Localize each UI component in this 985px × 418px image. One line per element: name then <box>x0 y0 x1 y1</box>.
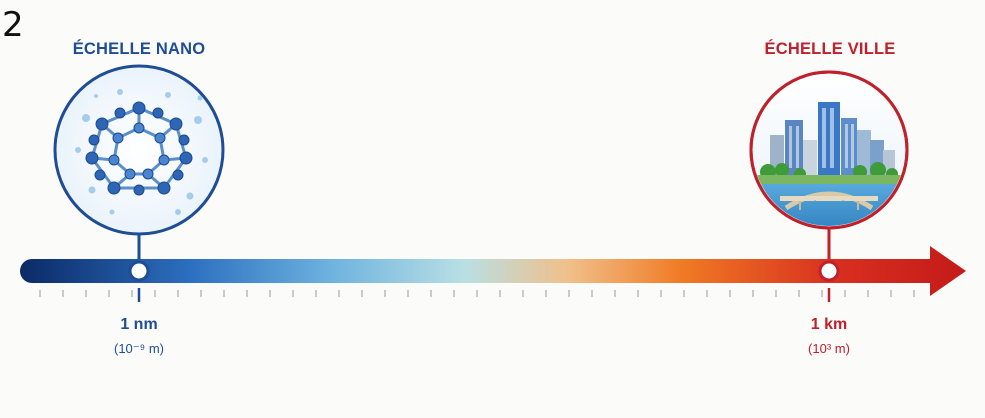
nano-exponent-label: (10⁻⁹ m) <box>114 341 164 356</box>
nano-marker <box>128 260 150 282</box>
city-marker <box>818 260 840 282</box>
fullerene-molecule-icon <box>75 89 208 215</box>
scale-axis <box>20 246 966 302</box>
city-exponent-label: (10³ m) <box>808 341 850 356</box>
city-bubble <box>749 70 909 262</box>
nano-bubble <box>53 64 225 262</box>
nano-value-label: 1 nm <box>120 316 158 333</box>
page-number: 2 <box>2 5 24 45</box>
city-scale-title: ÉCHELLE VILLE <box>764 40 896 58</box>
nano-scale-title: ÉCHELLE NANO <box>72 40 206 58</box>
city-value-label: 1 km <box>810 316 848 333</box>
axis-ticks <box>39 290 915 297</box>
